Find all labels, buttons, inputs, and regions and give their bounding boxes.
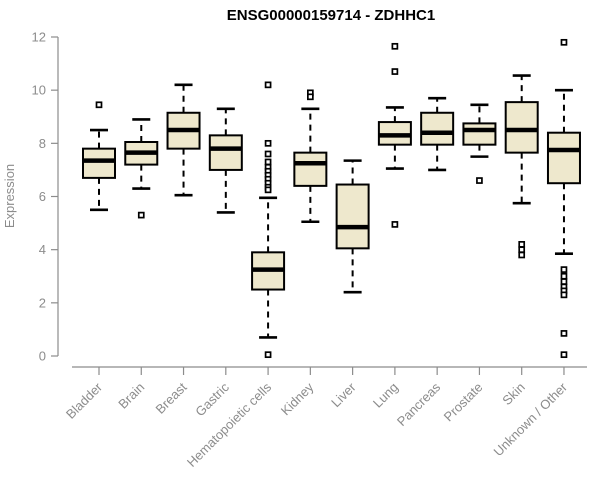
y-tick-label: 8 [39,136,46,151]
iqr-box [462,122,497,146]
x-tick-label: Pancreas [394,379,444,429]
outlier-point [137,211,145,219]
y-tick-label: 2 [39,295,46,310]
outlier-point [560,272,568,280]
outlier-point [560,266,568,273]
outlier-point [391,42,399,50]
iqr-box [208,134,243,171]
box-group-gastric [208,107,243,214]
outlier-point [518,246,526,254]
y-axis-title: Expression [2,164,17,228]
iqr-box [504,101,539,154]
outlier-point [391,68,399,75]
iqr-box [335,183,370,250]
box-group-bladder [82,101,116,212]
outlier-point [95,101,103,109]
outlier-point [264,158,272,166]
y-tick-label: 10 [32,83,46,98]
outlier-point [264,139,272,147]
x-tick-label: Gastric [192,379,232,419]
iqr-box [420,111,455,146]
box-group-pancreas [420,96,455,172]
outlier-point [518,251,526,259]
outlier-point [560,38,568,46]
box-group-prostate [462,103,497,184]
box-group-unknown-other [546,38,581,359]
x-tick-label: Breast [152,379,189,416]
box-group-kidney [293,89,328,224]
x-tick-label: Kidney [278,379,317,418]
outlier-point [560,291,568,299]
x-tick-label: Brain [115,380,147,412]
outlier-point [560,330,568,337]
x-tick-label: Prostate [441,380,486,425]
outlier-point [560,278,568,285]
x-tick-label: Skin [499,380,527,408]
iqr-box [82,147,116,179]
box-group-skin [504,74,539,259]
box-group-breast [166,83,201,197]
y-tick-label: 6 [39,189,46,204]
outlier-point [518,241,526,248]
x-tick-label: Unknown / Other [491,379,571,459]
y-tick-label: 4 [39,242,46,257]
x-tick-label: Bladder [63,379,106,422]
box-group-liver [335,159,370,294]
y-tick-label: 0 [39,349,46,364]
box-group-brain [124,118,159,219]
outlier-point [391,221,399,228]
box-group-lung [377,42,412,228]
outlier-point [264,81,272,89]
x-tick-label: Liver [328,379,359,410]
outlier-point [560,351,568,359]
y-tick-label: 12 [32,30,46,45]
box-group-hematopoietic-cells [251,81,286,359]
outlier-point [264,150,272,158]
iqr-box [293,151,328,187]
outlier-point [476,177,483,184]
x-tick-label: Lung [370,380,401,411]
outlier-point [264,351,272,359]
iqr-box [546,131,581,185]
chart-title: ENSG00000159714 - ZDHHC1 [227,7,435,24]
outlier-point [307,93,314,101]
outlier-point [264,186,272,194]
